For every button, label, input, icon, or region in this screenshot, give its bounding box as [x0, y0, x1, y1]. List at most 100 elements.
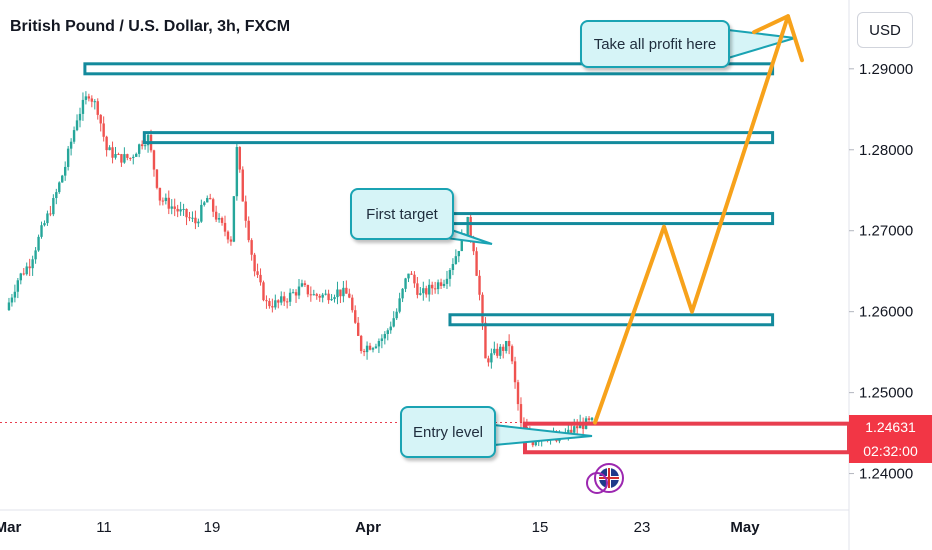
y-tick-label: 1.28000: [859, 142, 913, 159]
candles: [7, 91, 594, 448]
candle-body: [13, 291, 17, 298]
candle-body: [78, 113, 82, 121]
candle-body: [93, 101, 96, 103]
candle-body: [339, 289, 342, 297]
candle-body: [389, 326, 392, 331]
candle-body: [40, 225, 43, 237]
projection-arrow: [593, 14, 790, 425]
candle-body: [10, 297, 14, 303]
candle-body: [342, 287, 345, 297]
candle-body: [164, 197, 168, 202]
candle-body: [306, 285, 310, 295]
chart-title: British Pound / U.S. Dollar, 3h, FXCM: [10, 18, 291, 35]
candle-body: [380, 338, 384, 341]
candle-body: [155, 169, 159, 188]
candle-body: [288, 292, 292, 302]
candle-body: [120, 154, 123, 163]
candle-body: [90, 98, 94, 102]
candle-body: [114, 154, 117, 158]
candle-body: [247, 220, 250, 241]
candle-body: [422, 288, 425, 294]
take-profit-callout[interactable]: Take all profit here: [580, 20, 730, 68]
x-tick-label: May: [730, 519, 760, 536]
candle-body: [383, 334, 387, 339]
candle-body: [499, 346, 502, 356]
candle-body: [519, 404, 523, 423]
candle-body: [297, 286, 301, 296]
candle-body: [448, 269, 452, 279]
candle-body: [271, 306, 274, 308]
candle-body: [436, 282, 440, 290]
candle-body: [567, 429, 570, 434]
candle-body: [386, 330, 389, 335]
candle-body: [19, 273, 22, 281]
candle-body: [315, 294, 318, 296]
candle-body: [490, 353, 493, 363]
candle-body: [312, 294, 315, 296]
candle-body: [96, 101, 99, 115]
candle-body: [72, 130, 76, 142]
candle-body: [188, 217, 191, 219]
candle-body: [330, 299, 333, 301]
candle-body: [55, 192, 58, 199]
candle-body: [241, 169, 244, 202]
candle-body: [176, 208, 179, 212]
x-tick-label: 19: [204, 519, 221, 536]
candle-body: [502, 346, 505, 351]
candle-body: [69, 141, 73, 149]
candle-body: [300, 283, 304, 287]
candle-body: [504, 340, 508, 351]
candle-body: [140, 144, 144, 147]
candle-body: [365, 345, 369, 353]
candle-body: [173, 206, 176, 209]
candle-body: [129, 157, 132, 159]
candle-body: [170, 206, 173, 209]
candle-body: [206, 198, 209, 203]
level-band: [448, 313, 775, 327]
candle-body: [404, 278, 407, 289]
resistance-level: [448, 313, 775, 327]
candle-body: [430, 284, 434, 289]
candle-body: [158, 187, 162, 201]
candle-body: [58, 182, 61, 193]
candle-body: [31, 259, 34, 269]
y-tick-label: 1.25000: [859, 385, 913, 402]
candle-body: [146, 134, 150, 146]
candle-body: [232, 196, 236, 242]
candle-body: [354, 310, 357, 323]
current-price-tag: 1.24631: [849, 415, 932, 439]
candle-body: [200, 204, 203, 222]
currency-button[interactable]: USD: [857, 12, 913, 48]
candle-body: [410, 273, 413, 275]
candle-body: [513, 361, 517, 383]
candle-body: [327, 293, 330, 301]
candle-body: [439, 282, 443, 286]
candle-body: [117, 154, 120, 156]
entry-level-callout[interactable]: Entry level: [400, 406, 496, 458]
candle-body: [152, 150, 156, 170]
candle-body: [262, 282, 265, 301]
candle-body: [581, 422, 585, 429]
candle-body: [37, 236, 40, 251]
x-tick-label: 11: [96, 519, 112, 536]
candle-body: [34, 250, 37, 260]
candle-body: [167, 197, 170, 209]
candle-body: [374, 346, 378, 349]
candle-body: [351, 297, 354, 311]
candle-body: [377, 340, 381, 347]
candle-body: [457, 251, 461, 257]
candle-body: [416, 283, 419, 295]
candle-body: [309, 294, 313, 296]
candle-body: [259, 274, 262, 283]
candle-body: [226, 231, 230, 240]
candle-body: [481, 294, 484, 323]
candle-body: [214, 211, 218, 220]
candle-body: [182, 208, 185, 210]
candle-body: [318, 295, 321, 298]
first-target-callout[interactable]: First target: [350, 188, 454, 240]
candle-body: [469, 216, 472, 238]
candle-body: [407, 273, 410, 279]
candle-body: [348, 293, 351, 298]
candle-body: [52, 198, 55, 215]
